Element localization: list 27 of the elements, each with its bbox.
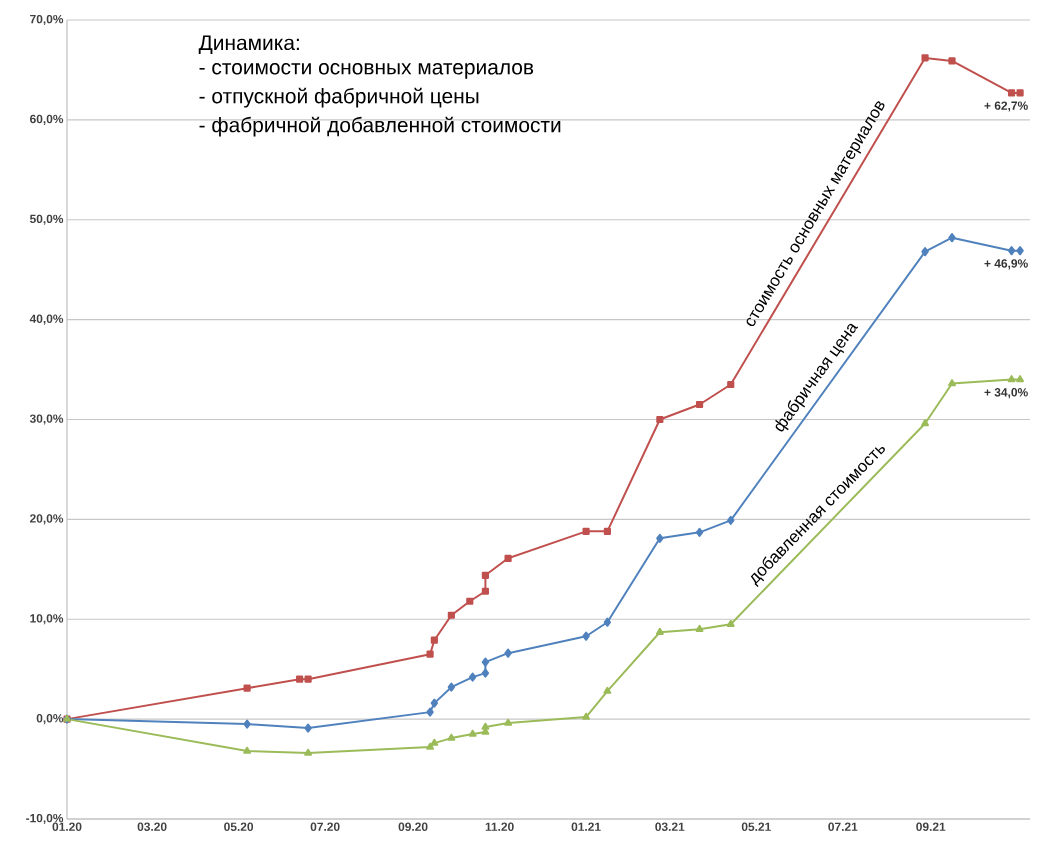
- annotation: + 46,9%: [984, 259, 1028, 270]
- x-tick-label: 09.21: [916, 822, 946, 831]
- y-tick-label: 20,0%: [30, 514, 64, 525]
- annotation: - отпускной фабричной цены: [199, 87, 479, 108]
- x-tick-label: 11.20: [485, 822, 514, 831]
- annotation: - фабричной добавленной стоимости: [199, 116, 561, 137]
- y-tick-label: 50,0%: [29, 214, 64, 225]
- x-tick-label: 05.21: [741, 822, 771, 831]
- x-tick-label: 03.21: [655, 822, 685, 831]
- y-tick-label: -10,0%: [26, 813, 64, 825]
- x-tick-label: 09.20: [398, 822, 428, 831]
- x-tick-label: 05.20: [224, 822, 254, 831]
- annotation: + 34,0%: [984, 388, 1028, 399]
- x-tick-label: 01.21: [571, 822, 601, 831]
- y-tick-label: 30,0%: [29, 414, 64, 425]
- text: Динамика:: [198, 35, 299, 55]
- x-tick-label: 03.20: [137, 822, 167, 831]
- annotation: + 62,7%: [984, 101, 1028, 112]
- x-tick-label: 07.20: [310, 822, 340, 831]
- annotation: - стоимости основных материалов: [199, 63, 534, 79]
- x-tick-label: 01.20: [52, 822, 82, 831]
- y-tick-label: 70,0%: [30, 14, 64, 26]
- y-tick-label: 60,0%: [30, 114, 64, 125]
- x-tick-label: 07.21: [828, 822, 858, 831]
- y-tick-label: 0,0%: [36, 714, 64, 725]
- y-tick-label: 10,0%: [30, 614, 64, 625]
- y-tick-label: 40,0%: [29, 314, 64, 325]
